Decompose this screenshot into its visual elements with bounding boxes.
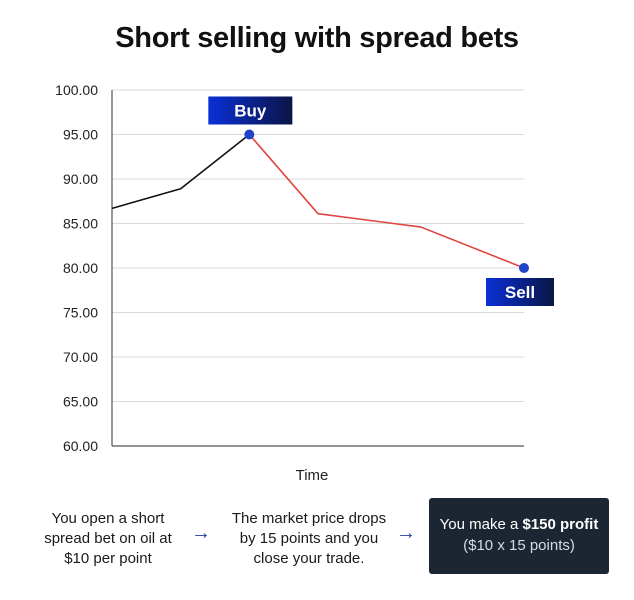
step-open-trade-line: spread bet on oil at xyxy=(44,530,172,547)
step-price-drops-line: by 15 points and you xyxy=(239,530,379,547)
chart-title: Short selling with spread bets xyxy=(115,22,519,54)
sell-tag-label: Sell xyxy=(505,283,535,302)
profit-calculation: ($10 x 15 points) xyxy=(463,537,575,554)
profit-amount: $150 profit xyxy=(522,516,599,533)
buy-tag-label: Buy xyxy=(234,102,267,121)
y-tick-label: 90.00 xyxy=(63,171,98,187)
step-open-trade-line: You open a short xyxy=(51,510,165,527)
y-tick-label: 100.00 xyxy=(55,82,98,98)
y-tick-label: 70.00 xyxy=(63,349,98,365)
buy-point-marker xyxy=(244,129,255,140)
y-tick-label: 75.00 xyxy=(63,305,98,321)
price-series-line xyxy=(248,133,525,269)
sell-tag xyxy=(486,278,554,306)
buy-tag xyxy=(208,96,293,125)
x-axis-label: Time xyxy=(296,467,329,484)
step-price-drops-line: close your trade. xyxy=(253,550,365,567)
y-tick-label: 80.00 xyxy=(63,260,98,276)
y-tick-label: 60.00 xyxy=(63,438,98,454)
profit-prefix: You make a xyxy=(439,516,523,533)
price-chart: 100.00 95.00 90.00 85.00 80.00 75.00 70.00 65.0… xyxy=(55,82,554,484)
step-open-trade: You open a short spread bet on oil at $1… xyxy=(38,509,178,569)
arrow-right-icon: → xyxy=(396,522,416,544)
y-tick-label: 65.00 xyxy=(63,394,98,410)
profit-result-box: You make a $150 profit ($10 x 15 points) xyxy=(429,498,609,574)
arrow-right-icon: → xyxy=(191,522,211,544)
explanation-steps: You open a short spread bet on oil at $1… xyxy=(0,496,634,576)
price-series-line xyxy=(111,133,250,210)
sell-point-marker xyxy=(519,263,529,273)
y-tick-label: 95.00 xyxy=(63,127,98,143)
y-tick-label: 85.00 xyxy=(63,216,98,232)
step-price-drops-line: The market price drops xyxy=(231,510,387,527)
profit-result-text: You make a $150 profit xyxy=(429,514,609,535)
step-open-trade-line: $10 per point xyxy=(64,550,152,567)
step-price-drops: The market price drops by 15 points and … xyxy=(226,509,392,569)
